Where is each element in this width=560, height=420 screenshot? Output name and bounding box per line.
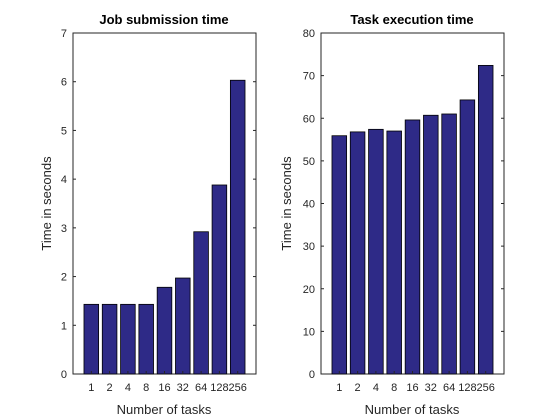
chart-task-execution: Task execution time Number of tasks Time…: [279, 12, 505, 417]
bar-64: [441, 113, 457, 375]
x-tick-label: 8: [391, 382, 397, 394]
x-axis-label: Number of tasks: [365, 402, 460, 417]
x-ticks: 1 2 4 8 16 32 64 128 256: [88, 371, 247, 394]
bar-256: [477, 64, 494, 375]
x-tick-label: 64: [443, 382, 455, 394]
x-tick-label: 4: [373, 382, 379, 394]
x-ticks: 1 2 4 8 16 32 64 128 256: [336, 371, 495, 394]
x-tick-label: 2: [355, 382, 361, 394]
bar-1: [83, 303, 100, 375]
y-tick-label: 3: [61, 223, 67, 235]
chart-title: Job submission time: [99, 12, 228, 27]
x-tick-label: 32: [177, 382, 189, 394]
bar-128: [459, 99, 476, 375]
bar-2: [101, 303, 118, 375]
y-tick-label: 6: [61, 77, 67, 89]
x-tick-label: 64: [195, 382, 207, 394]
x-tick-label: 2: [107, 382, 113, 394]
x-tick-label: 4: [125, 382, 131, 394]
chart-job-submission: Job submission time Number of tasks Time…: [39, 12, 257, 417]
x-tick-label: 1: [88, 382, 94, 394]
y-ticks: 0 10 20 30 40 50 60 70 80: [303, 28, 504, 381]
y-tick-label: 7: [61, 28, 67, 40]
y-tick-label: 2: [61, 272, 67, 284]
x-tick-label: 16: [406, 382, 418, 394]
bar-2: [349, 131, 366, 375]
y-tick-label: 0: [61, 369, 67, 381]
y-tick-label: 50: [303, 156, 315, 168]
bar-32: [175, 277, 191, 375]
y-tick-label: 20: [303, 284, 315, 296]
bar-16: [156, 286, 173, 375]
x-tick-label: 128: [458, 382, 476, 394]
x-tick-label: 16: [158, 382, 170, 394]
bars: [331, 64, 494, 375]
y-tick-label: 70: [303, 71, 315, 83]
x-axis-label: Number of tasks: [117, 402, 212, 417]
y-tick-label: 60: [303, 113, 315, 125]
bar-16: [404, 119, 421, 375]
x-tick-label: 1: [336, 382, 342, 394]
y-tick-label: 10: [303, 326, 315, 338]
y-tick-label: 80: [303, 28, 315, 40]
y-tick-label: 1: [61, 320, 67, 332]
x-tick-label: 8: [143, 382, 149, 394]
x-tick-label: 32: [425, 382, 437, 394]
bar-256: [229, 79, 246, 375]
bar-128: [211, 184, 228, 375]
bar-8: [386, 130, 402, 375]
chart-title: Task execution time: [350, 12, 473, 27]
y-tick-label: 30: [303, 241, 315, 253]
bars: [83, 79, 246, 375]
y-tick-label: 4: [61, 174, 67, 186]
bar-8: [138, 303, 154, 375]
bar-1: [331, 135, 348, 375]
bar-32: [423, 114, 439, 375]
bar-4: [120, 303, 136, 375]
y-tick-label: 0: [309, 369, 315, 381]
x-tick-label: 256: [477, 382, 495, 394]
x-tick-label: 256: [229, 382, 247, 394]
y-tick-label: 40: [303, 199, 315, 211]
bar-4: [368, 128, 384, 375]
y-tick-label: 5: [61, 125, 67, 137]
y-axis-label: Time in seconds: [39, 156, 54, 251]
x-tick-label: 128: [210, 382, 228, 394]
y-axis-label: Time in seconds: [279, 156, 294, 251]
bar-64: [193, 231, 209, 375]
y-ticks: 0 1 2 3 4 5 6 7: [61, 28, 256, 381]
